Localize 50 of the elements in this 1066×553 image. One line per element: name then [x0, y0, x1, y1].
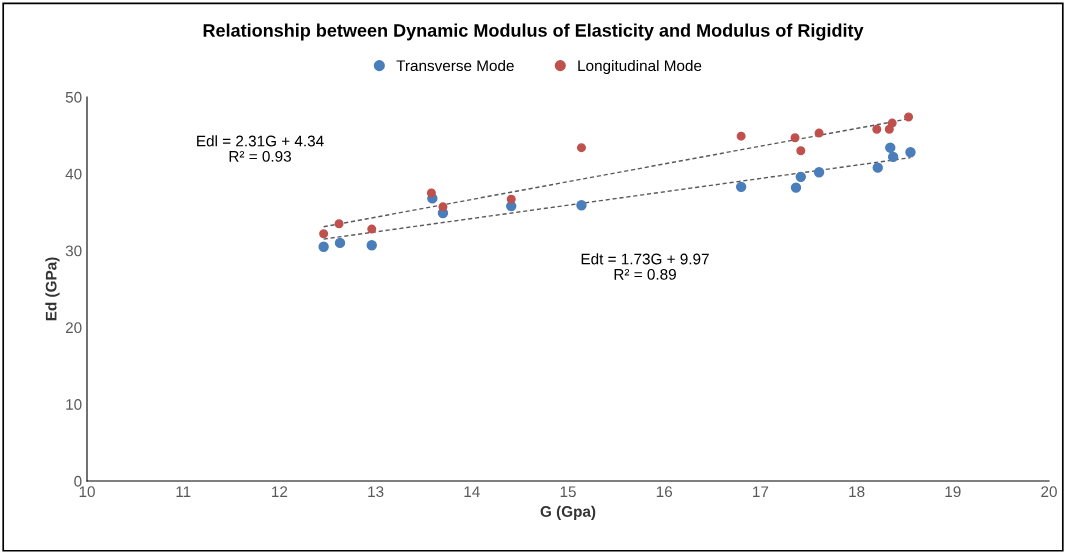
- point: [872, 124, 882, 134]
- point: [795, 171, 806, 183]
- y-axis-title: Ed (GPa): [45, 257, 60, 321]
- annotation: Edt = 1.73G + 9.97 R² = 0.89: [581, 253, 709, 280]
- chart-title: Relationship between Dynamic Modulus of Elasticity and Modulus of Rigidity: [203, 23, 864, 41]
- x-tick-label: 10: [79, 486, 95, 498]
- x-tick-label: 14: [464, 486, 480, 497]
- point: [735, 181, 747, 193]
- x-tick-label: 20: [1041, 486, 1057, 498]
- point: [318, 241, 329, 252]
- point: [905, 147, 916, 158]
- y-tick-label: 20: [65, 322, 82, 334]
- y-tick-label: 10: [66, 399, 82, 410]
- x-tick-label: 19: [945, 486, 961, 498]
- y-tick-label: 40: [65, 168, 82, 180]
- point: [366, 240, 377, 251]
- point: [887, 118, 897, 128]
- x-tick-label: 11: [176, 486, 191, 497]
- x-tick-label: 15: [560, 486, 576, 498]
- point: [506, 194, 516, 204]
- point: [576, 200, 587, 211]
- point: [790, 182, 802, 193]
- x-tick-label: 17: [753, 486, 769, 497]
- point: [367, 224, 377, 234]
- x-tick-label: 12: [272, 486, 288, 497]
- x-tick-label: 18: [849, 486, 865, 498]
- point: [796, 146, 806, 156]
- point: [319, 229, 329, 239]
- point: [426, 188, 436, 198]
- point: [334, 219, 344, 229]
- annotation: Edl = 2.31G + 4.34 R² = 0.93: [197, 135, 324, 162]
- y-tick-label: 0: [74, 475, 82, 487]
- x-tick-label: 16: [656, 486, 673, 498]
- point: [872, 162, 883, 173]
- point: [904, 112, 914, 122]
- point: [814, 128, 824, 138]
- point: [576, 143, 586, 153]
- legend-label: Longitudinal Mode: [578, 59, 702, 75]
- point: [790, 133, 800, 143]
- point: [813, 167, 825, 178]
- x-axis-title: G (Gpa): [540, 505, 596, 520]
- x-tick-label: 13: [368, 486, 384, 498]
- point: [887, 151, 899, 163]
- legend-label: Transverse Mode: [396, 59, 514, 72]
- y-tick-label: 50: [65, 91, 82, 103]
- point: [334, 237, 346, 249]
- point: [438, 202, 448, 212]
- y-tick-label: 30: [65, 245, 82, 257]
- point: [885, 142, 896, 153]
- point: [736, 131, 746, 141]
